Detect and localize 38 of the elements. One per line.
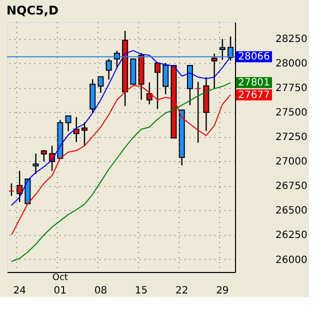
x-tick-label: 08 bbox=[94, 286, 108, 296]
y-tick-label: 27750 bbox=[276, 83, 308, 94]
x-tick-label: 22 bbox=[175, 286, 188, 296]
candlestick bbox=[162, 62, 169, 95]
candlestick bbox=[81, 122, 88, 146]
candlestick bbox=[65, 115, 72, 132]
line-series bbox=[10, 82, 232, 262]
y-tick-label: 27000 bbox=[276, 156, 308, 168]
candlestick bbox=[211, 53, 218, 90]
candlestick bbox=[186, 64, 193, 106]
x-tick-label: 15 bbox=[134, 286, 148, 296]
y-tick-label: 27500 bbox=[276, 108, 308, 119]
data-label: 27801 bbox=[238, 78, 270, 89]
candlestick bbox=[146, 82, 152, 105]
y-tick-label: 26250 bbox=[276, 230, 308, 242]
data-label: 28066 bbox=[238, 52, 270, 63]
y-tick-label: 26000 bbox=[276, 254, 308, 266]
candlestick bbox=[195, 81, 202, 144]
x-tick-label: 29 bbox=[216, 286, 229, 296]
y-tick-label: 28000 bbox=[276, 58, 308, 70]
x-tick-label: 01 bbox=[54, 286, 67, 296]
y-tick-label: 27250 bbox=[276, 132, 308, 144]
line-series bbox=[10, 85, 232, 236]
candlestick bbox=[106, 58, 112, 80]
data-label: 27677 bbox=[238, 90, 270, 101]
y-tick-label: 26750 bbox=[276, 181, 308, 192]
y-tick-label: 26500 bbox=[276, 206, 308, 217]
candlestick bbox=[32, 153, 39, 175]
candlestick bbox=[40, 149, 47, 162]
candlestick bbox=[219, 38, 226, 60]
candlestick bbox=[154, 62, 161, 110]
chart-title: NQC5,D bbox=[6, 4, 58, 18]
text: Oct bbox=[52, 273, 68, 283]
x-tick-label: 24 bbox=[13, 286, 26, 296]
candlestick bbox=[16, 170, 23, 203]
candlestick bbox=[8, 182, 14, 196]
y-tick-label: 28250 bbox=[276, 34, 308, 46]
candlestick bbox=[98, 76, 104, 94]
